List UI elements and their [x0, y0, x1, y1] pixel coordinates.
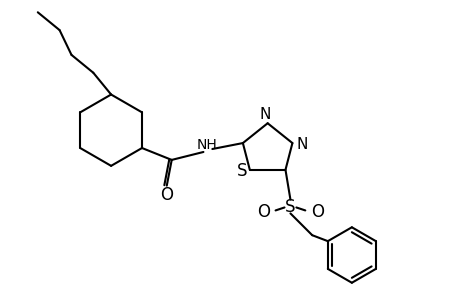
Text: N: N [259, 107, 271, 122]
Text: S: S [285, 199, 295, 217]
Text: NH: NH [196, 138, 217, 152]
Text: S: S [236, 162, 246, 180]
Text: O: O [160, 186, 173, 204]
Text: N: N [296, 136, 308, 152]
Text: O: O [310, 203, 323, 221]
Text: O: O [257, 203, 269, 221]
